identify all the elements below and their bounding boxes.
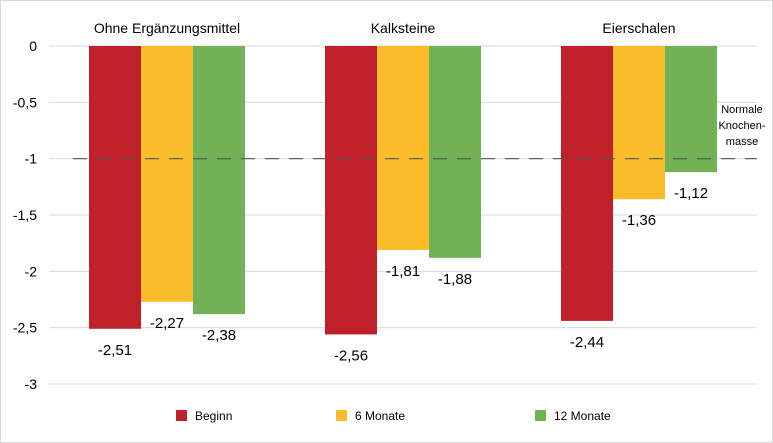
data-label-1-2: -1,36 bbox=[622, 212, 656, 229]
y-tick-label-0: 0 bbox=[29, 38, 37, 54]
legend-swatch-1 bbox=[336, 410, 347, 421]
data-label-0-1: -2,56 bbox=[334, 347, 368, 364]
category-label-1: Kalksteine bbox=[371, 20, 436, 36]
data-label-2-2: -1,12 bbox=[674, 185, 708, 202]
reference-line-label-1: Knochen- bbox=[718, 120, 765, 132]
bar-2-2 bbox=[665, 46, 717, 173]
legend-label-0: Beginn bbox=[195, 409, 232, 423]
bar-1-0 bbox=[141, 46, 193, 302]
category-label-0: Ohne Ergänzungsmittel bbox=[94, 20, 240, 36]
legend-swatch-2 bbox=[535, 410, 546, 421]
legend-label-2: 12 Monate bbox=[554, 409, 611, 423]
bar-0-1 bbox=[325, 46, 377, 335]
data-label-0-2: -2,44 bbox=[570, 334, 604, 351]
bar-2-1 bbox=[429, 46, 481, 258]
bar-1-1 bbox=[377, 46, 429, 250]
data-label-0-0: -2,51 bbox=[98, 342, 132, 359]
y-tick-label-2: -1 bbox=[25, 151, 38, 167]
reference-line-label-0: Normale bbox=[721, 104, 763, 116]
legend-swatch-0 bbox=[176, 410, 187, 421]
y-tick-label-6: -3 bbox=[25, 376, 38, 392]
y-tick-label-1: -0,5 bbox=[13, 94, 37, 110]
y-tick-label-4: -2 bbox=[25, 263, 38, 279]
data-label-2-1: -1,88 bbox=[438, 271, 472, 288]
reference-line-label-2: masse bbox=[726, 136, 758, 148]
data-label-1-1: -1,81 bbox=[386, 263, 420, 280]
bar-1-2 bbox=[613, 46, 665, 200]
category-label-2: Eierschalen bbox=[602, 20, 675, 36]
data-label-2-0: -2,38 bbox=[202, 327, 236, 344]
bar-0-2 bbox=[561, 46, 613, 321]
y-tick-label-3: -1,5 bbox=[13, 207, 37, 223]
bar-0-0 bbox=[89, 46, 141, 329]
data-label-1-0: -2,27 bbox=[150, 315, 184, 332]
y-tick-label-5: -2,5 bbox=[13, 320, 37, 336]
legend-label-1: 6 Monate bbox=[355, 409, 405, 423]
bar-2-0 bbox=[193, 46, 245, 315]
